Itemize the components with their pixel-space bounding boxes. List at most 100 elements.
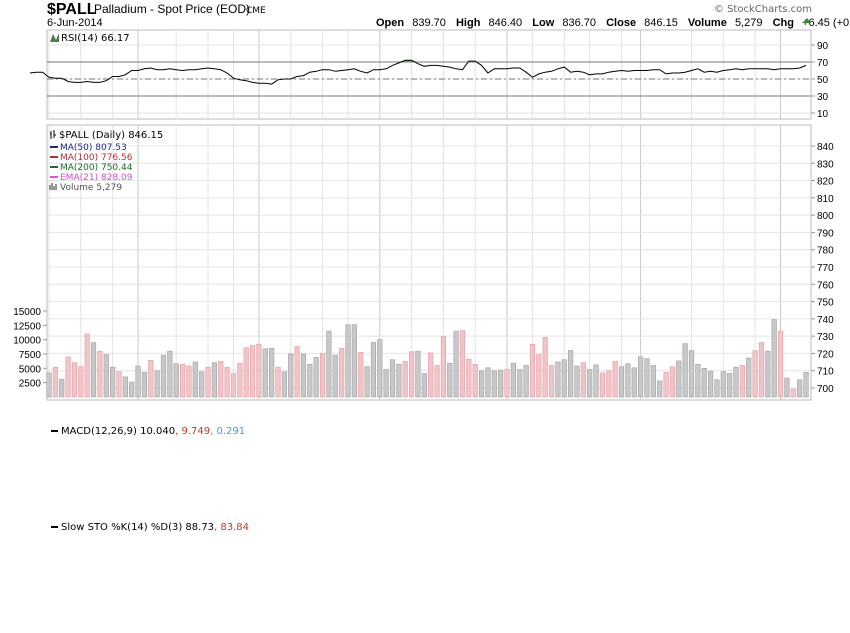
volume-bar — [650, 365, 656, 398]
volume-bar — [739, 365, 745, 398]
open-label: Open — [376, 17, 404, 29]
up-arrow-icon — [803, 18, 811, 23]
volume-bar — [752, 350, 758, 398]
macd-legend: MACD(12,26,9) 10.040, 9.749, 0.291 — [51, 426, 245, 437]
volume-bar — [205, 366, 211, 398]
instrument-name: Palladium - Spot Price (EOD) — [94, 2, 250, 16]
y-tick-label: 50 — [817, 75, 829, 86]
y-tick-label: 30 — [817, 92, 829, 103]
volume-tick-label: 5000 — [19, 364, 42, 375]
sto-legend-d: 83.84 — [220, 522, 249, 533]
high-value: 846.40 — [489, 17, 523, 29]
volume-tick-label: 7500 — [19, 350, 42, 361]
volume-bar — [224, 366, 230, 398]
volume-bar — [339, 347, 345, 398]
volume-bar — [211, 362, 217, 398]
volume-bar — [618, 366, 625, 398]
volume-bar — [415, 350, 421, 398]
volume-bar — [307, 364, 313, 398]
volume-label: Volume — [688, 17, 727, 29]
volume-bar — [237, 362, 243, 398]
volume-bar — [777, 330, 784, 398]
volume-bar — [167, 350, 173, 398]
volume-bar — [364, 366, 370, 398]
svg-text:Slow STO %K(14) %D(3) 88.73, 8: Slow STO %K(14) %D(3) 88.73, 83.84 — [61, 522, 249, 533]
volume-bar — [447, 362, 453, 398]
y-tick-label: 750 — [817, 298, 834, 309]
volume-bar — [434, 365, 440, 398]
y-tick-label: 710 — [817, 367, 834, 378]
chart-header: $PALL Palladium - Spot Price (EOD) CME 6… — [47, 1, 850, 29]
volume-bar — [707, 370, 714, 398]
volume-tick-label: 12500 — [13, 321, 41, 332]
volume-bar — [46, 372, 52, 398]
volume-bar — [733, 366, 739, 398]
volume-bar — [281, 371, 287, 398]
volume-bar — [803, 372, 809, 398]
volume-bar — [758, 342, 765, 398]
y-tick-label: 90 — [817, 41, 829, 52]
volume-bar — [746, 357, 752, 398]
volume-bar — [701, 368, 707, 398]
volume-bar — [313, 357, 319, 398]
volume-bar — [453, 330, 459, 398]
price-legend-title: $PALL (Daily) 846.15 — [59, 130, 163, 141]
volume-bar — [319, 353, 326, 398]
ma100-legend: MA(100) 776.56 — [60, 153, 133, 163]
volume-bar — [332, 354, 338, 398]
volume-bar — [478, 370, 485, 398]
y-tick-label: 760 — [817, 280, 834, 291]
volume-bar — [504, 369, 510, 398]
volume-bar — [421, 373, 427, 398]
volume-bar — [402, 361, 408, 398]
volume-bar — [491, 370, 497, 398]
volume-bar — [714, 379, 720, 398]
high-label: High — [456, 17, 481, 29]
volume-bar — [230, 373, 237, 398]
volume-bar — [587, 369, 593, 398]
y-tick-label: 780 — [817, 246, 834, 257]
low-label: Low — [532, 17, 554, 29]
volume-bar — [797, 379, 803, 398]
rsi-legend: RSI(14) 66.17 — [50, 33, 130, 44]
volume-bar — [262, 348, 268, 398]
volume-bar — [218, 361, 224, 398]
volume-bar — [688, 350, 695, 398]
volume-bar — [727, 373, 733, 398]
ema21-legend: EMA(21) 828.09 — [60, 173, 133, 183]
volume-bar — [256, 343, 262, 398]
volume-bar — [243, 347, 249, 398]
volume-legend: Volume 5,279 — [60, 183, 122, 193]
y-tick-label: 820 — [817, 177, 834, 188]
sto-legend-k: Slow STO %K(14) %D(3) 88.73 — [61, 522, 214, 533]
volume-bar — [78, 366, 84, 398]
volume-bar — [409, 351, 415, 398]
volume-bar — [141, 372, 148, 398]
ma50-legend: MA(50) 807.53 — [60, 143, 127, 153]
rsi-frame — [46, 29, 812, 120]
volume-bar — [548, 365, 555, 398]
volume-bar — [472, 364, 478, 398]
volume-bar — [192, 361, 198, 398]
volume-bar — [498, 369, 504, 398]
volume-bar — [122, 376, 128, 398]
y-tick-label: 730 — [817, 332, 834, 343]
sto-legend: Slow STO %K(14) %D(3) 88.73, 83.84 — [51, 522, 249, 533]
macd-legend-signal: 9.749 — [181, 426, 210, 437]
volume-bar — [160, 354, 167, 398]
exchange: CME — [246, 6, 266, 16]
volume-bar — [186, 365, 192, 398]
y-tick-label: 700 — [817, 384, 834, 395]
volume-bar — [97, 350, 103, 398]
volume-bar — [84, 333, 90, 398]
volume-bar — [682, 343, 688, 398]
copyright: © StockCharts.com — [714, 4, 812, 15]
rsi-legend-text: RSI(14) 66.17 — [61, 33, 130, 44]
volume-bar — [695, 364, 701, 398]
volume-tick-label: 15000 — [13, 307, 41, 318]
volume-bar — [669, 366, 676, 398]
volume-bar — [529, 343, 536, 398]
volume-bar — [116, 371, 122, 398]
volume-tick-label: 2500 — [19, 379, 42, 390]
